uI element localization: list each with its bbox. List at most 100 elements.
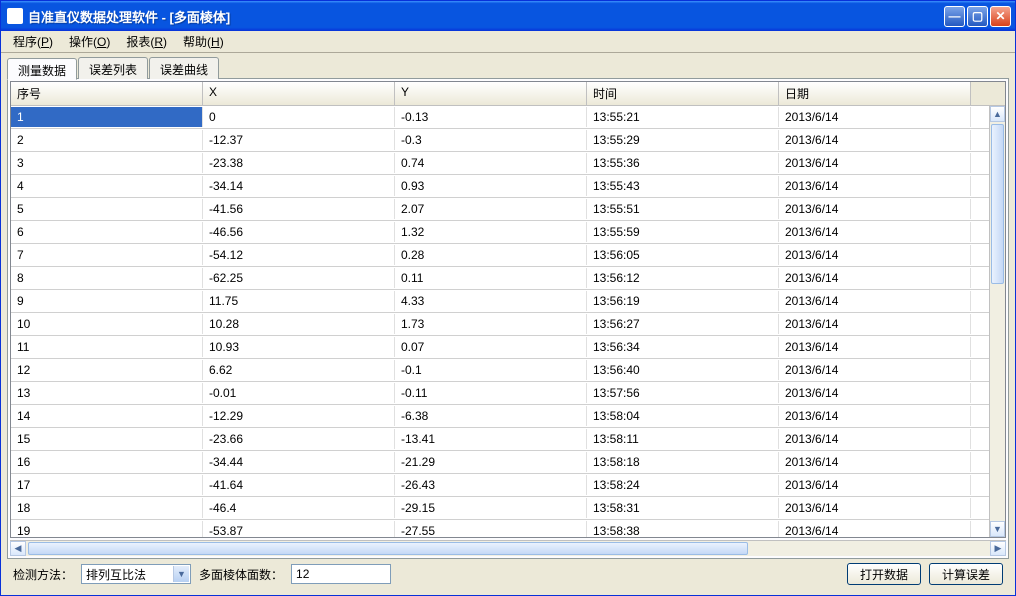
tab-2[interactable]: 误差曲线 [149, 57, 219, 79]
scroll-left-icon[interactable]: ◀ [10, 541, 26, 556]
table-row[interactable]: 16-34.44-21.2913:58:182013/6/14 [11, 451, 989, 474]
table-cell: 5 [11, 199, 203, 219]
table-cell: 16 [11, 452, 203, 472]
tab-1[interactable]: 误差列表 [78, 57, 148, 79]
table-cell: 0.07 [395, 337, 587, 357]
table-cell: 0.93 [395, 176, 587, 196]
table-cell: -0.3 [395, 130, 587, 150]
table-row[interactable]: 15-23.66-13.4113:58:112013/6/14 [11, 428, 989, 451]
menu-p[interactable]: 程序(P) [7, 31, 59, 52]
table-row[interactable]: 126.62-0.113:56:402013/6/14 [11, 359, 989, 382]
table-cell: 2013/6/14 [779, 268, 971, 288]
table-cell: 13 [11, 383, 203, 403]
open-data-button[interactable]: 打开数据 [847, 563, 921, 585]
table-cell: 0 [203, 107, 395, 127]
table-cell: 8 [11, 268, 203, 288]
chevron-down-icon[interactable]: ▼ [173, 566, 189, 582]
table-cell: 2013/6/14 [779, 176, 971, 196]
method-label: 检测方法： [13, 566, 73, 583]
table-row[interactable]: 1110.930.0713:56:342013/6/14 [11, 336, 989, 359]
table-row[interactable]: 19-53.87-27.5513:58:382013/6/14 [11, 520, 989, 537]
table-cell: -46.4 [203, 498, 395, 518]
column-header-2[interactable]: Y [395, 82, 587, 105]
bottom-toolbar: 检测方法： 排列互比法 ▼ 多面棱体面数： 打开数据 计算误差 [7, 559, 1009, 589]
tab-0[interactable]: 测量数据 [7, 58, 77, 80]
table-cell: -6.38 [395, 406, 587, 426]
table-cell: -34.44 [203, 452, 395, 472]
table-cell: 13:58:11 [587, 429, 779, 449]
table-cell: 13:56:27 [587, 314, 779, 334]
minimize-button[interactable]: — [944, 6, 965, 27]
table-cell: 6.62 [203, 360, 395, 380]
scroll-track[interactable] [990, 122, 1005, 521]
table-cell: 13:58:31 [587, 498, 779, 518]
column-header-3[interactable]: 时间 [587, 82, 779, 105]
table-cell: 13:55:59 [587, 222, 779, 242]
calc-error-button[interactable]: 计算误差 [929, 563, 1003, 585]
titlebar: 自准直仪数据处理软件 - [多面棱体] — ▢ ✕ [1, 1, 1015, 31]
table-cell: 2013/6/14 [779, 291, 971, 311]
table-cell: 10 [11, 314, 203, 334]
vertical-scrollbar[interactable]: ▲ ▼ [989, 106, 1005, 537]
table-row[interactable]: 10-0.1313:55:212013/6/14 [11, 106, 989, 129]
column-header-1[interactable]: X [203, 82, 395, 105]
menu-o[interactable]: 操作(O) [63, 31, 116, 52]
table-cell: 13:56:12 [587, 268, 779, 288]
table-row[interactable]: 2-12.37-0.313:55:292013/6/14 [11, 129, 989, 152]
table-cell: 0.11 [395, 268, 587, 288]
table-cell: 13:57:56 [587, 383, 779, 403]
table-cell: -26.43 [395, 475, 587, 495]
table-cell: -0.13 [395, 107, 587, 127]
table-row[interactable]: 4-34.140.9313:55:432013/6/14 [11, 175, 989, 198]
hscroll-thumb[interactable] [28, 542, 748, 555]
scroll-down-icon[interactable]: ▼ [990, 521, 1005, 537]
table-cell: 2013/6/14 [779, 153, 971, 173]
table-row[interactable]: 14-12.29-6.3813:58:042013/6/14 [11, 405, 989, 428]
table-cell: 10.28 [203, 314, 395, 334]
table-cell: 13:55:29 [587, 130, 779, 150]
content-area: 测量数据误差列表误差曲线 序号XY时间日期 10-0.1313:55:21201… [1, 53, 1015, 595]
column-header-4[interactable]: 日期 [779, 82, 971, 105]
table-row[interactable]: 911.754.3313:56:192013/6/14 [11, 290, 989, 313]
table-row[interactable]: 18-46.4-29.1513:58:312013/6/14 [11, 497, 989, 520]
table-row[interactable]: 13-0.01-0.1113:57:562013/6/14 [11, 382, 989, 405]
table-cell: 2013/6/14 [779, 199, 971, 219]
table-cell: -62.25 [203, 268, 395, 288]
table-cell: 17 [11, 475, 203, 495]
table-row[interactable]: 1010.281.7313:56:272013/6/14 [11, 313, 989, 336]
table-cell: 3 [11, 153, 203, 173]
scroll-right-icon[interactable]: ▶ [990, 541, 1006, 556]
table-row[interactable]: 17-41.64-26.4313:58:242013/6/14 [11, 474, 989, 497]
scroll-thumb[interactable] [991, 124, 1004, 284]
hscroll-track[interactable] [26, 541, 990, 556]
table-row[interactable]: 7-54.120.2813:56:052013/6/14 [11, 244, 989, 267]
menu-r[interactable]: 报表(R) [120, 31, 173, 52]
method-select[interactable]: 排列互比法 ▼ [81, 564, 191, 584]
table-row[interactable]: 6-46.561.3213:55:592013/6/14 [11, 221, 989, 244]
table-cell: -0.11 [395, 383, 587, 403]
table-cell: 19 [11, 521, 203, 537]
data-table: 序号XY时间日期 10-0.1313:55:212013/6/142-12.37… [10, 81, 1006, 538]
table-cell: 13:55:21 [587, 107, 779, 127]
table-cell: 13:58:04 [587, 406, 779, 426]
table-row[interactable]: 5-41.562.0713:55:512013/6/14 [11, 198, 989, 221]
table-cell: 2013/6/14 [779, 314, 971, 334]
column-header-0[interactable]: 序号 [11, 82, 203, 105]
table-cell: 11.75 [203, 291, 395, 311]
table-cell: 13:58:24 [587, 475, 779, 495]
table-row[interactable]: 3-23.380.7413:55:362013/6/14 [11, 152, 989, 175]
menu-h[interactable]: 帮助(H) [177, 31, 230, 52]
table-cell: -53.87 [203, 521, 395, 537]
table-cell: 14 [11, 406, 203, 426]
table-rows: 10-0.1313:55:212013/6/142-12.37-0.313:55… [11, 106, 989, 537]
close-button[interactable]: ✕ [990, 6, 1011, 27]
maximize-button[interactable]: ▢ [967, 6, 988, 27]
table-cell: 4 [11, 176, 203, 196]
faces-input[interactable] [291, 564, 391, 584]
scroll-up-icon[interactable]: ▲ [990, 106, 1005, 122]
table-row[interactable]: 8-62.250.1113:56:122013/6/14 [11, 267, 989, 290]
horizontal-scrollbar[interactable]: ◀ ▶ [10, 540, 1006, 556]
table-cell: -12.37 [203, 130, 395, 150]
table-cell: 2013/6/14 [779, 452, 971, 472]
table-header: 序号XY时间日期 [11, 82, 1005, 106]
